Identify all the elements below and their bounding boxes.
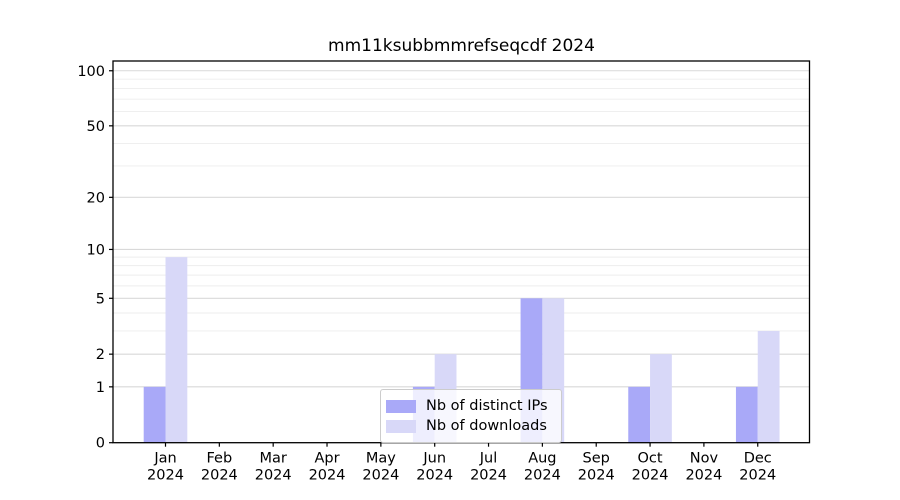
x-tick-label-year: 2024: [578, 468, 615, 484]
legend-swatch-downloads: [386, 419, 416, 433]
legend-label-downloads: Nb of downloads: [426, 418, 547, 434]
x-tick-label-year: 2024: [255, 468, 292, 484]
x-tick-label-year: 2024: [309, 468, 346, 484]
x-tick-label-year: 2024: [739, 468, 776, 484]
x-tick-label-year: 2024: [201, 468, 238, 484]
legend-row-distinct-ips: Nb of distinct IPs: [386, 396, 551, 416]
y-tick-label: 2: [96, 347, 105, 363]
y-tick-label: 0: [96, 436, 105, 452]
x-tick-label-month: Jun: [422, 451, 446, 467]
bar-downloads-jan: [165, 257, 188, 443]
x-tick-label-year: 2024: [470, 468, 507, 484]
y-tick-label: 20: [87, 190, 105, 206]
legend-label-distinct-ips: Nb of distinct IPs: [426, 398, 548, 414]
x-tick-label-month: Apr: [314, 451, 339, 467]
x-tick-label-year: 2024: [524, 468, 561, 484]
y-tick-label: 10: [87, 242, 105, 258]
legend-swatch-distinct-ips: [386, 399, 416, 413]
x-tick-label-month: Dec: [744, 451, 772, 467]
legend-row-downloads: Nb of downloads: [386, 416, 551, 436]
x-tick-label-year: 2024: [632, 468, 669, 484]
bar-distinct-ips-jan: [143, 386, 166, 443]
y-tick-label: 5: [96, 291, 105, 307]
x-tick-label-month: Aug: [528, 451, 556, 467]
bar-distinct-ips-oct: [628, 386, 651, 443]
x-tick-label-month: May: [366, 451, 396, 467]
x-tick-label-month: Feb: [206, 451, 232, 467]
x-tick-label-month: Jul: [479, 451, 498, 467]
x-tick-label-month: Mar: [260, 451, 287, 467]
x-tick-label-month: Jan: [153, 451, 176, 467]
x-tick-label-month: Oct: [638, 451, 663, 467]
x-tick-label-year: 2024: [147, 468, 184, 484]
axes-frame: [112, 60, 811, 444]
chart-title: mm11ksubbmmrefseqcdf 2024: [328, 36, 595, 56]
y-tick-label: 1: [96, 380, 105, 396]
y-tick-label: 50: [87, 119, 105, 135]
x-tick-label-year: 2024: [416, 468, 453, 484]
bar-downloads-dec: [757, 330, 780, 443]
x-tick-label-year: 2024: [685, 468, 722, 484]
x-tick-label-month: Nov: [690, 451, 719, 467]
y-tick-label: 100: [77, 64, 105, 80]
x-tick-label-month: Sep: [583, 451, 610, 467]
legend: Nb of distinct IPs Nb of downloads: [380, 389, 562, 443]
bar-downloads-oct: [650, 354, 672, 443]
x-tick-label-year: 2024: [362, 468, 399, 484]
bar-distinct-ips-dec: [735, 386, 758, 443]
